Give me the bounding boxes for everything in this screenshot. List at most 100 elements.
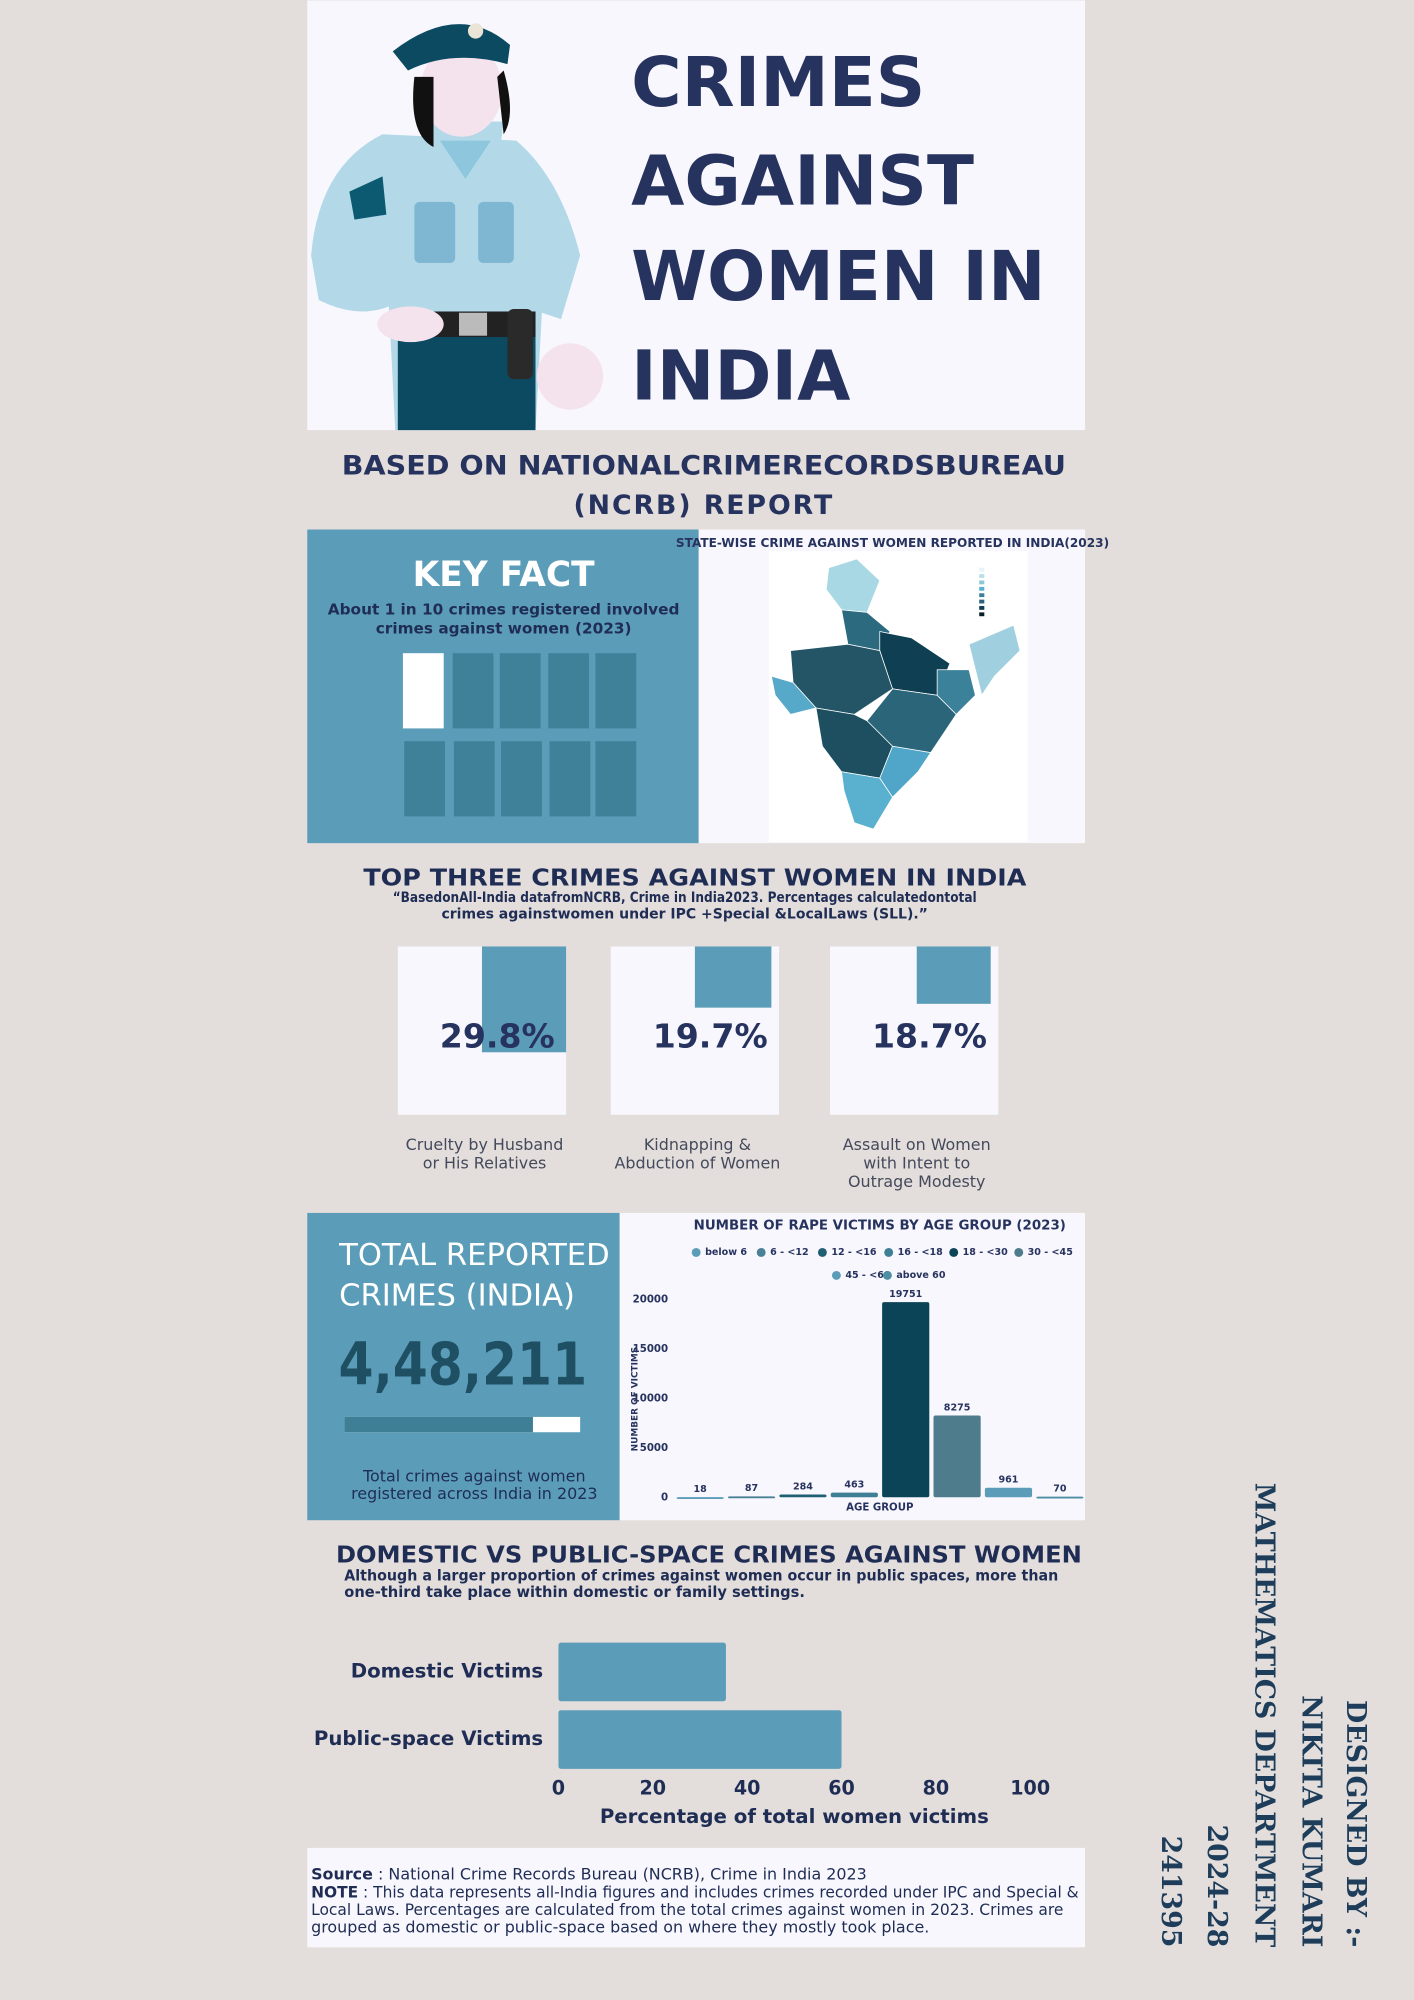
- x-axis-label: AGE GROUP: [846, 1502, 914, 1513]
- credit: DESIGNED BY :-: [1340, 1700, 1371, 1947]
- y-axis-label: NUMBER OF VICTIMS: [630, 1347, 640, 1452]
- source-label: Source: [311, 1864, 373, 1883]
- value-label: 284: [793, 1481, 813, 1492]
- x-tick-label: 40: [734, 1777, 761, 1800]
- x-axis-label: Percentage of total women victims: [600, 1805, 989, 1828]
- value-label: 18: [694, 1484, 708, 1495]
- card-label: Kidnapping &: [644, 1135, 751, 1154]
- credit: MATHEMATICS DEPARTMENT: [1248, 1483, 1279, 1948]
- card-value: 29.8%: [440, 1017, 555, 1056]
- y-tick-label: 15000: [633, 1344, 668, 1355]
- title-line: AGAINST: [631, 141, 974, 221]
- bar: [558, 1710, 842, 1769]
- legend-label: 16 - <18: [898, 1247, 944, 1258]
- legend-label: 12 - <16: [831, 1247, 877, 1258]
- card-label: Outrage Modesty: [848, 1172, 985, 1191]
- bar: [830, 1492, 878, 1498]
- section-subtitle: one-third take place within domestic or …: [344, 1584, 805, 1601]
- progress-fill: [344, 1416, 533, 1433]
- y-tick-label: 10000: [633, 1393, 668, 1404]
- title-line: INDIA: [631, 336, 850, 416]
- map-legend: [979, 567, 985, 617]
- section-subtitle: Although a larger proportion of crimes a…: [344, 1567, 1058, 1584]
- value-label: 87: [745, 1483, 758, 1494]
- credit: 241395: [1155, 1836, 1186, 1948]
- total-title: TOTAL REPORTED: [338, 1238, 610, 1273]
- legend-label: below 6: [705, 1247, 747, 1258]
- card-label: Abduction of Women: [614, 1153, 780, 1172]
- age-chart-panel: [619, 1212, 1086, 1521]
- note-text: Local Laws. Percentages are calculated f…: [311, 1900, 1063, 1919]
- police-illustration: [311, 23, 604, 431]
- x-tick-label: 0: [552, 1777, 565, 1800]
- legend-swatch: [1014, 1247, 1024, 1257]
- value-label: 463: [844, 1480, 864, 1491]
- note-text: grouped as domestic or public-space base…: [311, 1918, 929, 1937]
- legend-swatch: [949, 1247, 959, 1257]
- bar: [882, 1302, 930, 1498]
- key-fact-text: crimes against women (2023): [376, 619, 632, 637]
- total-caption: registered across India in 2023: [351, 1484, 597, 1503]
- card-label: Cruelty by Husband: [406, 1135, 564, 1154]
- value-label: 8275: [944, 1402, 971, 1413]
- bar: [676, 1497, 724, 1499]
- section-title: TOP THREE CRIMES AGAINST WOMEN IN INDIA: [363, 865, 1026, 891]
- map-title: STATE-WISE CRIME AGAINST WOMEN REPORTED …: [676, 536, 1109, 550]
- section-note: “BasedonAll-India datafromNCRB, Crime in…: [393, 890, 977, 906]
- legend-label: above 60: [896, 1270, 945, 1281]
- y-tick-label: 0: [661, 1492, 668, 1503]
- bar: [779, 1494, 827, 1498]
- value-label: 961: [999, 1475, 1019, 1486]
- legend-label: 45 - <60: [845, 1270, 891, 1281]
- bar: [727, 1496, 776, 1499]
- source-panel: [307, 1847, 1086, 1948]
- category-label: Public-space Victims: [314, 1727, 543, 1750]
- legend-label: 6 - <12: [770, 1247, 809, 1258]
- legend-swatch: [882, 1270, 892, 1280]
- bar: [1036, 1496, 1084, 1499]
- card-label: or His Relatives: [423, 1153, 547, 1172]
- credit: 2024-28: [1201, 1824, 1232, 1947]
- subtitle: BASED ON NATIONALCRIMERECORDSBUREAU: [342, 451, 1066, 482]
- card-label: with Intent to: [863, 1153, 970, 1172]
- key-fact-title: KEY FACT: [413, 555, 595, 595]
- legend-swatch: [884, 1247, 894, 1257]
- total-caption: Total crimes against women: [362, 1466, 586, 1485]
- legend-swatch: [831, 1270, 841, 1280]
- card-value: 18.7%: [872, 1017, 987, 1056]
- bar: [558, 1642, 726, 1702]
- category-label: Domestic Victims: [351, 1659, 543, 1682]
- section-title: DOMESTIC VS PUBLIC-SPACE CRIMES AGAINST …: [336, 1542, 1082, 1568]
- chart-title: NUMBER OF RAPE VICTIMS BY AGE GROUP (202…: [694, 1219, 1066, 1234]
- y-tick-label: 5000: [640, 1443, 668, 1454]
- card-accent: [916, 946, 991, 1004]
- section-note: crimes againstwomen under IPC +Special &…: [441, 907, 927, 923]
- legend-swatch: [817, 1247, 827, 1257]
- total-panel: [307, 1212, 620, 1521]
- card-value: 19.7%: [653, 1017, 768, 1056]
- legend-label: 18 - <30: [963, 1247, 1009, 1258]
- total-value: 4,48,211: [339, 1331, 588, 1399]
- title-line: CRIMES: [631, 43, 925, 123]
- key-fact-text: About 1 in 10 crimes registered involved: [328, 600, 680, 618]
- card-accent: [694, 946, 772, 1008]
- value-label: 19751: [889, 1289, 922, 1300]
- legend-swatch: [756, 1247, 766, 1257]
- x-tick-label: 80: [923, 1777, 950, 1800]
- india-map: [770, 558, 1021, 830]
- note-label: NOTE: [311, 1882, 358, 1901]
- card-label: Assault on Women: [843, 1135, 991, 1154]
- total-title: CRIMES (INDIA): [339, 1279, 575, 1314]
- x-tick-label: 20: [640, 1777, 667, 1800]
- x-tick-label: 60: [828, 1777, 855, 1800]
- subtitle: (NCRB) REPORT: [573, 490, 834, 521]
- source-text: : National Crime Records Bureau (NCRB), …: [373, 1864, 867, 1883]
- y-tick-label: 20000: [633, 1295, 668, 1306]
- legend-swatch: [691, 1247, 701, 1257]
- note-line: NOTE : This data represents all-India fi…: [311, 1882, 1079, 1901]
- waffle: [402, 653, 637, 817]
- legend-label: 30 - <45: [1028, 1247, 1073, 1258]
